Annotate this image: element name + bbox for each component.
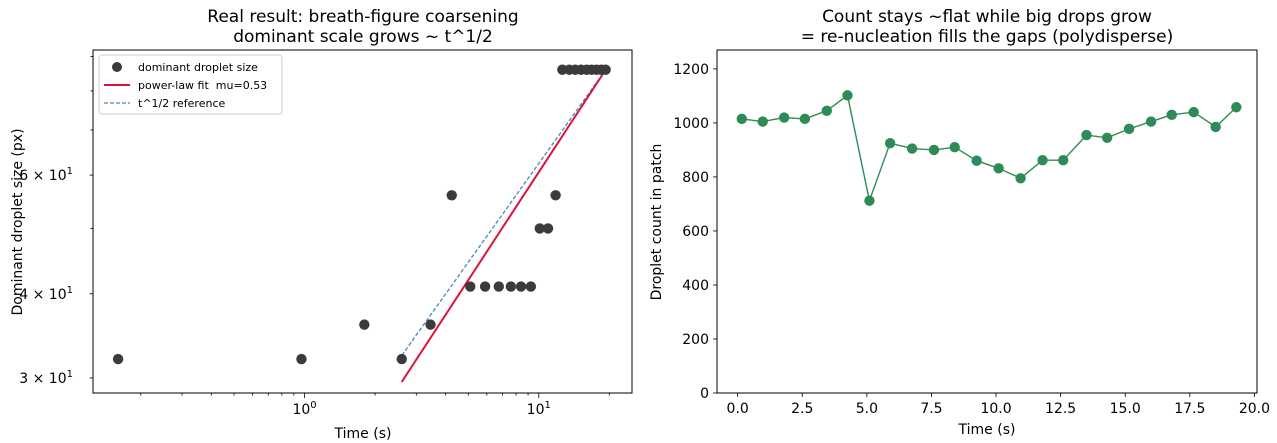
data-point bbox=[515, 281, 527, 292]
right-chart-xlabel: Time (s) bbox=[958, 422, 1016, 438]
y-tick-label: 6 × 101 bbox=[19, 166, 73, 184]
y-tick-label: 1000 bbox=[673, 116, 709, 132]
fit-line bbox=[400, 69, 607, 383]
x-tick-label: 5.0 bbox=[856, 401, 878, 417]
count-point bbox=[1101, 132, 1113, 143]
count-point bbox=[778, 112, 790, 123]
y-tick-label: 600 bbox=[682, 224, 709, 240]
count-point bbox=[949, 142, 960, 153]
left-chart-plot-area bbox=[112, 64, 611, 383]
data-point bbox=[505, 281, 517, 292]
right-chart-ticks: 0.0 2.5 5.0 7.5 10.0 12.5 15.0 17.5 20.0 0 200 400 6… bbox=[673, 62, 1270, 417]
left-chart-frame bbox=[92, 49, 633, 394]
count-point bbox=[864, 195, 875, 206]
count-point bbox=[1015, 173, 1026, 184]
data-point bbox=[359, 319, 370, 330]
right-chart-ylabel: Droplet count in patch bbox=[649, 144, 665, 301]
count-point bbox=[736, 113, 748, 125]
data-point bbox=[396, 353, 407, 365]
right-chart-title-line2: = re-nucleation fills the gaps (polydisp… bbox=[801, 27, 1173, 47]
x-tick-label: 100 bbox=[292, 400, 316, 418]
count-point bbox=[1037, 154, 1048, 166]
x-tick-label: 12.5 bbox=[1045, 401, 1076, 417]
count-point bbox=[1123, 123, 1135, 135]
count-point bbox=[906, 143, 918, 154]
count-point bbox=[842, 90, 853, 101]
data-point bbox=[542, 223, 554, 234]
x-tick-label: 0.0 bbox=[727, 401, 749, 417]
count-point bbox=[1166, 109, 1177, 121]
legend-label-reference: t^1/2 reference bbox=[138, 97, 225, 110]
x-tick-label: 17.5 bbox=[1174, 401, 1205, 417]
data-point bbox=[534, 223, 545, 234]
left-chart-legend: dominant droplet size power-law fit mu=0… bbox=[98, 54, 283, 115]
right-chart-frame bbox=[716, 49, 1258, 394]
x-tick-label: 101 bbox=[527, 400, 551, 418]
y-tick-label: 800 bbox=[682, 170, 709, 186]
right-chart: Count stays ~flat while big drops grow =… bbox=[649, 7, 1270, 438]
x-tick-label: 15.0 bbox=[1110, 401, 1141, 417]
count-point bbox=[1188, 106, 1199, 118]
y-tick-label: 400 bbox=[682, 278, 709, 294]
left-chart-ylabel: Dominant droplet size (px) bbox=[10, 128, 26, 315]
right-chart-title-line1: Count stays ~flat while big drops grow bbox=[822, 7, 1152, 27]
left-chart: Real result: breath-figure coarsening do… bbox=[10, 7, 633, 442]
data-point bbox=[479, 281, 491, 292]
x-tick-label: 20.0 bbox=[1239, 401, 1270, 417]
right-chart-plot-area bbox=[736, 90, 1242, 206]
count-point bbox=[1145, 116, 1157, 127]
count-point bbox=[821, 105, 833, 116]
count-point bbox=[799, 113, 811, 125]
x-tick-label: 10.0 bbox=[980, 401, 1011, 417]
y-tick-label: 4 × 101 bbox=[19, 285, 73, 303]
data-point bbox=[465, 281, 476, 292]
left-chart-xlabel: Time (s) bbox=[334, 426, 392, 442]
count-point bbox=[993, 163, 1004, 174]
legend-label-power-law-fit: power-law fit mu=0.53 bbox=[138, 79, 267, 92]
count-point bbox=[884, 137, 896, 149]
data-point bbox=[425, 319, 436, 330]
data-point bbox=[446, 190, 457, 201]
left-chart-title-line1: Real result: breath-figure coarsening bbox=[207, 7, 518, 27]
count-point bbox=[757, 116, 768, 127]
count-point bbox=[971, 155, 982, 166]
left-chart-ticks: 100 101 3 × 101 4 × 101 6 × 101 bbox=[19, 56, 610, 418]
data-point bbox=[493, 281, 505, 292]
count-point bbox=[928, 144, 940, 156]
count-point bbox=[1210, 121, 1221, 133]
x-tick-label: 2.5 bbox=[791, 401, 813, 417]
y-tick-label: 3 × 101 bbox=[19, 369, 73, 387]
reference-line bbox=[401, 69, 607, 356]
data-point bbox=[296, 353, 307, 365]
count-point bbox=[1081, 129, 1092, 141]
legend-label-dominant-size: dominant droplet size bbox=[138, 61, 258, 74]
y-tick-label: 200 bbox=[682, 332, 709, 348]
data-point bbox=[550, 190, 561, 201]
x-tick-label: 7.5 bbox=[920, 401, 942, 417]
legend-box bbox=[98, 54, 283, 115]
data-point bbox=[112, 353, 124, 365]
count-point bbox=[1231, 102, 1242, 113]
data-point bbox=[600, 64, 611, 75]
y-tick-label: 1200 bbox=[673, 62, 709, 78]
count-point bbox=[1058, 154, 1069, 166]
y-tick-label: 0 bbox=[700, 386, 709, 402]
data-point bbox=[525, 281, 537, 292]
left-chart-title-line2: dominant scale grows ~ t^1/2 bbox=[233, 27, 493, 47]
legend-marker-dominant-size bbox=[112, 62, 122, 72]
